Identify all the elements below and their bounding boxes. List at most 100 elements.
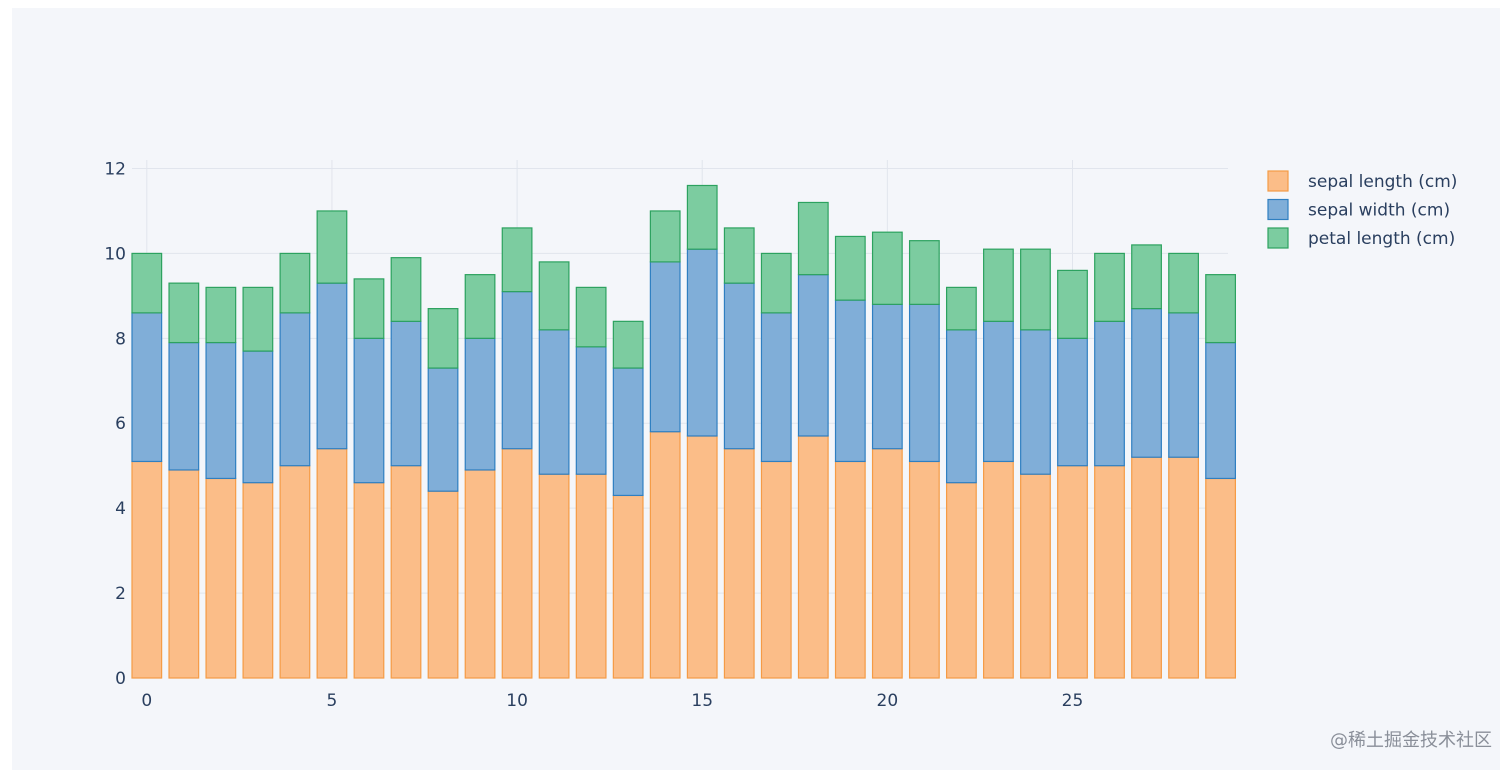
bar-petal-length-19[interactable] [834,235,866,301]
bar-sepal-length-15[interactable] [686,435,718,679]
bar-sepal-length-4[interactable] [279,465,311,679]
bar-petal-length-2[interactable] [205,286,237,344]
bar-sepal-width-20[interactable] [871,303,903,450]
bar-petal-length-12[interactable] [575,286,607,348]
bar-sepal-length-11[interactable] [538,473,570,679]
bar-sepal-length-0[interactable] [131,460,163,679]
bar-sepal-length-19[interactable] [834,460,866,679]
bar-petal-length-3[interactable] [242,286,274,352]
bar-sepal-width-6[interactable] [353,337,385,484]
legend[interactable]: sepal length (cm) sepal width (cm) petal l… [1267,170,1457,249]
bar-sepal-length-1[interactable] [168,469,200,679]
bar-petal-length-18[interactable] [797,201,829,276]
bar-sepal-width-25[interactable] [1057,337,1088,467]
bar-sepal-width-16[interactable] [723,282,755,450]
bar-sepal-width-28[interactable] [1168,312,1199,458]
bar-petal-length-4[interactable] [279,252,311,314]
bar-sepal-length-26[interactable] [1094,465,1125,679]
bar-sepal-length-12[interactable] [575,473,607,679]
y-tick-label: 10 [104,244,126,264]
bar-sepal-length-2[interactable] [205,477,237,679]
bar-sepal-length-27[interactable] [1131,456,1162,679]
bar-sepal-width-17[interactable] [760,312,792,463]
bar-petal-length-28[interactable] [1168,252,1199,314]
bar-sepal-length-20[interactable] [871,448,903,679]
bar-sepal-length-8[interactable] [427,490,459,679]
bar-petal-length-26[interactable] [1094,252,1125,322]
bar-sepal-width-9[interactable] [464,337,496,471]
bar-petal-length-27[interactable] [1131,244,1162,310]
bar-sepal-width-0[interactable] [131,312,163,463]
bar-petal-length-15[interactable] [686,184,718,250]
bar-sepal-width-19[interactable] [834,299,866,463]
bar-sepal-length-17[interactable] [760,460,792,679]
bar-petal-length-1[interactable] [168,282,200,344]
legend-item-sepal-length[interactable]: sepal length (cm) [1267,170,1457,192]
bar-petal-length-20[interactable] [871,231,903,305]
x-tick-label: 25 [1062,691,1084,711]
bar-sepal-width-1[interactable] [168,341,200,471]
bar-petal-length-7[interactable] [390,257,422,322]
bar-petal-length-29[interactable] [1205,274,1237,344]
x-tick-label: 15 [691,691,713,711]
bar-sepal-length-6[interactable] [353,482,385,679]
bar-sepal-length-7[interactable] [390,465,422,679]
legend-item-sepal-width[interactable]: sepal width (cm) [1267,198,1450,221]
bar-sepal-length-29[interactable] [1205,477,1237,679]
bar-petal-length-25[interactable] [1057,269,1088,339]
bar-petal-length-16[interactable] [723,227,755,284]
bar-petal-length-6[interactable] [353,278,385,339]
bar-sepal-width-15[interactable] [686,248,718,437]
bar-petal-length-23[interactable] [983,248,1014,322]
bar-sepal-length-28[interactable] [1168,456,1199,679]
bar-sepal-length-24[interactable] [1020,473,1051,679]
bar-sepal-width-2[interactable] [205,341,237,480]
bar-sepal-length-14[interactable] [649,431,681,679]
bar-sepal-length-21[interactable] [908,460,940,679]
bar-sepal-length-22[interactable] [945,482,977,679]
bar-sepal-width-8[interactable] [427,367,459,492]
bar-petal-length-13[interactable] [612,320,644,369]
bar-petal-length-11[interactable] [538,261,570,331]
bar-petal-length-22[interactable] [945,286,977,331]
bar-sepal-width-21[interactable] [908,303,940,463]
bar-sepal-width-24[interactable] [1020,329,1051,475]
bar-sepal-width-4[interactable] [279,312,311,467]
bar-sepal-width-27[interactable] [1131,308,1162,458]
bar-sepal-length-13[interactable] [612,494,644,679]
bar-sepal-length-23[interactable] [983,460,1014,679]
bar-sepal-length-18[interactable] [797,435,829,679]
legend-label: sepal width (cm) [1308,201,1450,221]
bar-sepal-width-13[interactable] [612,367,644,497]
bar-sepal-width-22[interactable] [945,329,977,484]
bar-petal-length-8[interactable] [427,308,459,369]
bar-sepal-length-3[interactable] [242,482,274,679]
bar-petal-length-9[interactable] [464,274,496,339]
bar-sepal-width-14[interactable] [649,261,681,433]
bar-sepal-width-23[interactable] [983,320,1014,463]
bar-sepal-width-29[interactable] [1205,341,1237,480]
bar-sepal-width-7[interactable] [390,320,422,467]
bar-sepal-width-26[interactable] [1094,320,1125,467]
bar-petal-length-10[interactable] [501,227,533,293]
bar-sepal-length-16[interactable] [723,448,755,679]
bar-petal-length-0[interactable] [131,252,163,314]
legend-item-petal-length[interactable]: petal length (cm) [1267,227,1455,249]
bar-sepal-width-18[interactable] [797,274,829,437]
bar-petal-length-17[interactable] [760,252,792,314]
bar-sepal-length-9[interactable] [464,469,496,679]
bar-petal-length-5[interactable] [316,210,348,284]
bar-sepal-width-11[interactable] [538,329,570,475]
bar-petal-length-21[interactable] [908,240,940,305]
bar-sepal-width-10[interactable] [501,291,533,450]
bar-sepal-length-5[interactable] [316,448,348,679]
y-tick-label: 12 [104,159,126,179]
x-tick-label: 5 [327,691,338,711]
bar-sepal-width-3[interactable] [242,350,274,484]
bar-sepal-width-5[interactable] [316,282,348,450]
bar-petal-length-14[interactable] [649,210,681,263]
bar-sepal-length-10[interactable] [501,448,533,679]
bar-sepal-length-25[interactable] [1057,465,1088,679]
bar-petal-length-24[interactable] [1020,248,1051,331]
bar-sepal-width-12[interactable] [575,346,607,475]
